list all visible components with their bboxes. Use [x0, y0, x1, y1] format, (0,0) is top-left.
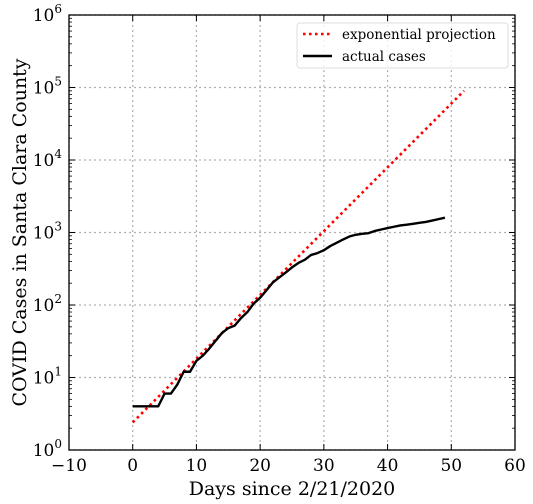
x-tick-labels: −10 0 10 20 30 40 50 60 [51, 456, 526, 476]
x-tick-label: 0 [127, 456, 138, 476]
x-tick-label: 50 [440, 456, 462, 476]
x-tick-label: −10 [51, 456, 87, 476]
y-axis-label: COVID Cases in Santa Clara County [9, 58, 31, 406]
y-tick-label: 102 [33, 292, 62, 316]
series-line-exponential-projection [131, 89, 465, 424]
series-group [131, 89, 465, 424]
x-tick-label: 20 [249, 456, 271, 476]
x-tick-label: 10 [186, 456, 208, 476]
x-tick-label: 40 [377, 456, 399, 476]
y-tick-label: 103 [33, 220, 62, 244]
y-tick-label: 100 [33, 437, 62, 461]
y-tick-labels: 100 101 102 103 104 105 106 [33, 2, 63, 461]
legend-label-actual-cases: actual cases [342, 49, 426, 65]
legend: exponential projection actual cases [296, 22, 509, 69]
x-axis-label: Days since 2/21/2020 [189, 478, 396, 500]
series-line-actual-cases [132, 216, 446, 408]
ticks [68, 14, 516, 451]
legend-label-exponential-projection: exponential projection [342, 27, 496, 43]
grid [68, 14, 516, 451]
y-tick-label: 105 [33, 75, 62, 99]
x-tick-label: 30 [313, 456, 335, 476]
x-tick-label: 60 [504, 456, 526, 476]
y-tick-label: 101 [33, 365, 62, 389]
y-tick-label: 104 [33, 147, 63, 171]
legend-box [296, 22, 509, 69]
y-tick-label: 106 [33, 2, 62, 26]
